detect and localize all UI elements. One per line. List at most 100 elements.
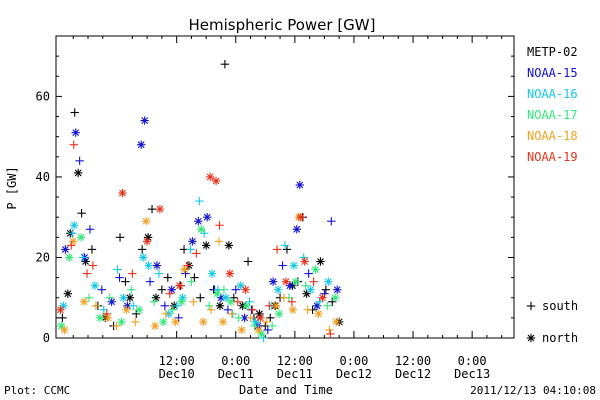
- data-point: [316, 257, 325, 266]
- x-tick-date-label: Dec12: [395, 367, 431, 381]
- data-point: [138, 253, 148, 262]
- data-point: [242, 301, 251, 310]
- series-noaa-16: [59, 196, 333, 343]
- y-ticks: 0 20 40 60: [36, 35, 514, 345]
- data-point: [206, 305, 216, 315]
- data-point: [333, 285, 342, 294]
- data-point: [183, 261, 192, 270]
- data-point: [236, 281, 245, 290]
- data-point: [115, 233, 125, 242]
- data-point: [279, 293, 289, 302]
- data-point: [58, 313, 67, 323]
- data-point: [151, 293, 161, 302]
- data-point: [69, 237, 78, 246]
- data-point: [194, 217, 203, 226]
- data-point: [112, 321, 121, 331]
- data-point: [87, 245, 97, 254]
- y-tick-label: 40: [36, 170, 50, 184]
- y-tick-label: 20: [36, 250, 50, 264]
- data-point: [95, 313, 105, 323]
- data-point: [251, 317, 260, 327]
- data-point: [314, 309, 323, 319]
- data-point: [262, 317, 271, 327]
- data-point: [159, 317, 168, 327]
- data-point: [257, 329, 266, 339]
- data-point: [323, 301, 332, 310]
- data-point: [197, 225, 206, 234]
- data-point: [281, 277, 291, 286]
- data-point: [268, 277, 278, 286]
- data-point: [68, 229, 77, 238]
- data-point: [122, 305, 131, 315]
- data-point: [136, 140, 146, 149]
- data-point: [60, 325, 69, 335]
- chart-title: Hemispheric Power [GW]: [189, 16, 376, 34]
- data-point: [88, 261, 98, 270]
- data-point: [63, 289, 73, 298]
- data-point: [103, 313, 112, 323]
- data-point: [82, 269, 92, 278]
- x-tick-time-label: 12:00: [277, 354, 313, 368]
- data-point: [278, 261, 287, 270]
- series-noaa-19: [56, 140, 335, 339]
- data-point: [233, 297, 242, 306]
- data-point: [225, 269, 235, 278]
- data-point: [256, 313, 265, 323]
- data-point: [145, 277, 155, 286]
- data-point: [318, 293, 327, 302]
- data-point: [202, 213, 212, 222]
- data-point: [165, 289, 174, 298]
- data-point: [331, 293, 340, 302]
- data-point: [189, 297, 198, 306]
- data-point: [282, 245, 292, 254]
- data-point: [163, 273, 172, 282]
- data-point: [91, 301, 101, 310]
- data-point: [223, 305, 233, 315]
- data-point: [220, 59, 230, 69]
- data-point: [215, 301, 225, 310]
- data-point: [215, 221, 224, 230]
- data-point: [113, 265, 122, 274]
- data-point: [177, 297, 186, 306]
- data-point: [115, 273, 124, 282]
- data-point: [280, 241, 290, 250]
- data-point: [141, 217, 151, 226]
- data-point: [69, 140, 78, 149]
- data-point: [105, 293, 114, 302]
- x-tick-time-label: 12:00: [159, 354, 195, 368]
- data-point: [237, 325, 246, 335]
- data-point: [187, 277, 196, 286]
- data-point: [97, 285, 106, 294]
- data-point: [289, 261, 299, 270]
- data-point: [192, 249, 201, 258]
- data-point: [147, 204, 157, 214]
- data-point: [267, 321, 277, 331]
- data-point: [167, 285, 176, 294]
- data-point: [263, 325, 272, 335]
- data-point: [71, 128, 80, 137]
- data-point: [160, 301, 170, 310]
- data-point: [144, 261, 153, 270]
- data-point: [102, 309, 111, 319]
- legend-entry-noaa-15: NOAA-15: [527, 66, 578, 80]
- data-point: [118, 188, 127, 198]
- marker-legend: south north: [526, 299, 578, 345]
- data-point: [288, 305, 298, 315]
- data-point: [205, 172, 215, 182]
- x-ticks: 12:00Dec100:00Dec1112:00Dec110:00Dec1212…: [72, 36, 503, 381]
- data-point: [117, 317, 126, 327]
- data-point: [332, 317, 341, 327]
- data-point: [131, 317, 140, 327]
- data-point: [287, 297, 297, 306]
- data-point: [325, 325, 334, 335]
- y-tick-label: 60: [36, 89, 50, 103]
- series-noaa-18: [60, 213, 341, 335]
- x-tick-date-label: Dec11: [218, 367, 254, 381]
- data-point: [246, 313, 255, 323]
- data-point: [140, 116, 149, 125]
- data-point: [150, 321, 160, 331]
- plot-credit: Plot: CCMC: [4, 384, 70, 397]
- data-point: [128, 269, 137, 278]
- data-point: [175, 281, 184, 290]
